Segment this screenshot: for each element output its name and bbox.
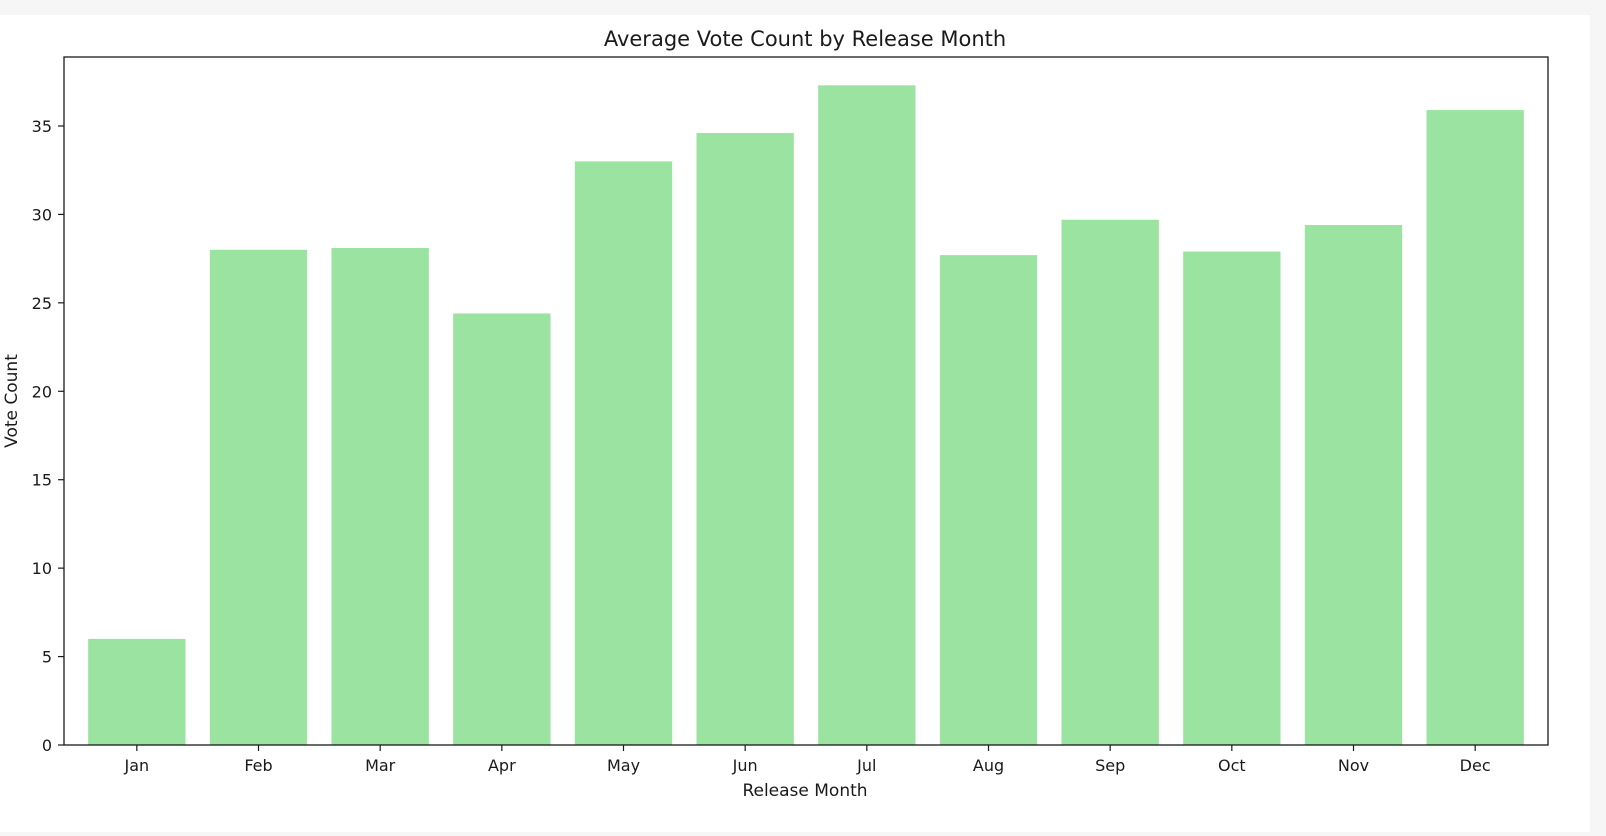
x-tick-label-aug: Aug [973, 756, 1004, 775]
x-tick-label-nov: Nov [1338, 756, 1369, 775]
chart-title: Average Vote Count by Release Month [604, 27, 1006, 51]
x-tick-label-mar: Mar [365, 756, 396, 775]
bar-feb [209, 249, 308, 745]
bar-chart: Average Vote Count by Release Month 0 5 10… [2, 27, 1549, 801]
y-tick-label-30: 30 [32, 205, 52, 224]
bar-may [574, 161, 673, 746]
x-axis: Jan Feb Mar Apr May Jun Jul Aug Sep Oct Nov Dec [123, 745, 1491, 775]
x-tick-label-jul: Jul [856, 756, 876, 775]
bars-group [88, 85, 1524, 746]
x-tick-label-dec: Dec [1460, 756, 1491, 775]
plot-frame [63, 56, 1549, 746]
y-tick-label-10: 10 [32, 559, 52, 578]
y-axis-label: Vote Count [2, 354, 22, 448]
chart-panel: Average Vote Count by Release Month 0 5 10… [0, 15, 1590, 832]
bar-jan [88, 638, 186, 745]
x-tick-label-may: May [607, 756, 640, 775]
y-tick-label-25: 25 [32, 294, 52, 313]
bar-nov [1304, 225, 1403, 745]
bar-oct [1183, 251, 1281, 746]
bar-dec [1426, 110, 1524, 745]
y-tick-label-20: 20 [32, 382, 52, 401]
y-axis: 0 5 10 15 20 25 30 35 [32, 117, 64, 755]
bar-jun [696, 133, 794, 746]
y-tick-label-15: 15 [32, 471, 52, 490]
x-tick-label-jan: Jan [123, 756, 149, 775]
bar-jul [818, 85, 916, 746]
bar-mar [331, 248, 429, 745]
y-tick-label-35: 35 [32, 117, 52, 136]
x-axis-label: Release Month [742, 781, 867, 801]
bar-apr [453, 313, 551, 745]
x-tick-label-sep: Sep [1095, 756, 1125, 775]
x-tick-label-feb: Feb [244, 756, 272, 775]
x-tick-label-apr: Apr [488, 756, 516, 775]
y-tick-label-0: 0 [42, 736, 52, 755]
x-tick-label-oct: Oct [1218, 756, 1246, 775]
y-tick-label-5: 5 [42, 648, 52, 667]
x-tick-label-jun: Jun [732, 756, 758, 775]
bar-aug [939, 255, 1038, 745]
bar-sep [1061, 219, 1159, 745]
